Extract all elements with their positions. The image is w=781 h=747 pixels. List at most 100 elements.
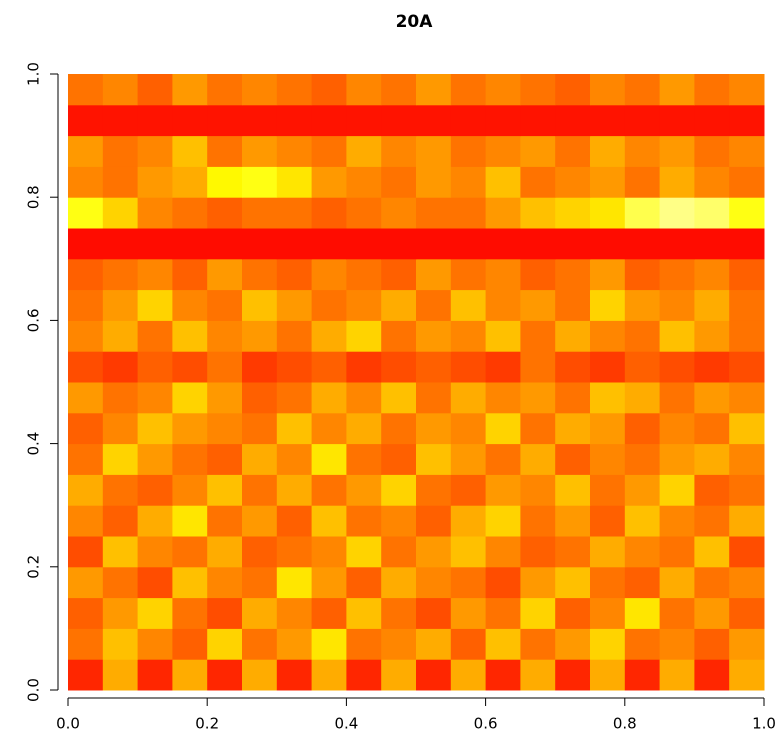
heat-cell [172, 659, 208, 691]
heat-cell [624, 197, 661, 229]
heat-cell [520, 474, 556, 506]
heat-cell [450, 597, 487, 629]
heat-cell [624, 258, 661, 291]
heat-cell [172, 135, 208, 167]
heat-cell [416, 228, 452, 260]
heat-cell [416, 412, 452, 445]
heat-cell [416, 351, 452, 383]
heat-cell [207, 382, 243, 414]
heat-cell [242, 659, 278, 691]
heat-cell [137, 228, 173, 260]
heat-cell [485, 566, 521, 599]
heat-cell [346, 104, 382, 137]
heat-cell [102, 628, 139, 660]
heat-cell [276, 474, 313, 506]
heat-cell [659, 597, 695, 629]
heat-cell [555, 474, 591, 506]
heat-cell [137, 382, 173, 414]
heat-cell [555, 228, 591, 260]
heat-cell [450, 320, 487, 352]
heat-cell [276, 659, 313, 691]
heat-cell [381, 505, 417, 537]
heat-cell [207, 289, 243, 321]
heat-cell [172, 320, 208, 352]
heat-cell [102, 536, 139, 568]
heat-cell [450, 474, 487, 506]
heat-cell [381, 382, 417, 414]
heat-cell [381, 351, 417, 383]
heat-cell [381, 412, 417, 445]
heat-cell [381, 197, 417, 229]
heat-cell [346, 320, 382, 352]
heat-cell [520, 351, 556, 383]
heat-cell [137, 166, 173, 198]
heat-cell [624, 659, 661, 691]
heat-cell [485, 443, 521, 475]
heat-cell [694, 412, 730, 445]
heat-cell [137, 566, 173, 599]
heat-cell [172, 382, 208, 414]
heat-cell [729, 474, 765, 506]
heat-cell [311, 320, 347, 352]
heat-cell [729, 74, 765, 106]
heat-cell [624, 566, 661, 599]
heat-cell [590, 228, 626, 260]
heat-cell [68, 474, 104, 506]
heat-cell [172, 351, 208, 383]
heat-cell [416, 474, 452, 506]
x-tick-label: 1.0 [752, 715, 776, 733]
heat-cell [242, 289, 278, 321]
heat-cell [624, 597, 661, 629]
heat-cell [102, 382, 139, 414]
heat-cell [590, 443, 626, 475]
y-tick-label: 0.2 [25, 555, 43, 579]
heat-cell [555, 382, 591, 414]
heat-cell [172, 289, 208, 321]
heat-cell [207, 566, 243, 599]
heat-cell [68, 74, 104, 106]
heat-cell [207, 320, 243, 352]
heat-cell [485, 536, 521, 568]
heat-cell [485, 597, 521, 629]
heat-cell [520, 412, 556, 445]
heat-cell [694, 135, 730, 167]
heat-cell [520, 197, 556, 229]
heat-cell [520, 258, 556, 291]
heat-cell [450, 382, 487, 414]
heat-cell [381, 74, 417, 106]
heat-cell [68, 166, 104, 198]
heat-cell [520, 443, 556, 475]
heat-cell [102, 74, 139, 106]
heat-cell [659, 382, 695, 414]
heat-cell [520, 135, 556, 167]
heat-cell [381, 443, 417, 475]
heat-cell [172, 536, 208, 568]
heat-cell [416, 536, 452, 568]
heat-cell [555, 443, 591, 475]
heat-cell [555, 536, 591, 568]
x-tick-label: 0.4 [334, 715, 358, 733]
heat-cell [416, 382, 452, 414]
heat-cell [520, 382, 556, 414]
heat-cell [242, 320, 278, 352]
heat-cell [555, 74, 591, 106]
heat-cell [172, 74, 208, 106]
heat-cell [694, 74, 730, 106]
heat-cell [172, 412, 208, 445]
heat-cell [729, 443, 765, 475]
heat-cell [137, 659, 173, 691]
heat-cell [346, 536, 382, 568]
heat-cell [729, 597, 765, 629]
heat-cell [555, 258, 591, 291]
heat-cell [311, 166, 347, 198]
heat-cell [659, 197, 695, 229]
heat-cell [694, 104, 730, 137]
heat-cell [520, 74, 556, 106]
heat-cell [624, 382, 661, 414]
heat-cell [346, 597, 382, 629]
heat-cell [624, 320, 661, 352]
heat-cell [207, 197, 243, 229]
heat-cell [590, 566, 626, 599]
heat-cell [172, 566, 208, 599]
heat-cell [311, 505, 347, 537]
